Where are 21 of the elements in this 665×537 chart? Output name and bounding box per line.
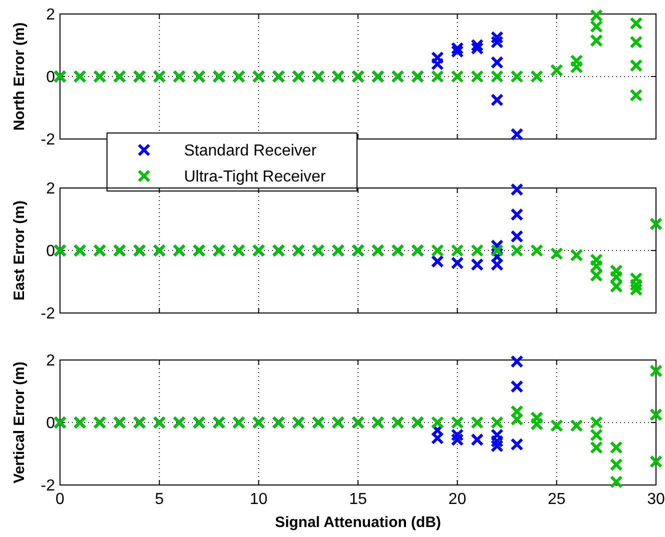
y-tick-label: 2 [46, 180, 56, 198]
y-tick-label: 2 [46, 6, 56, 24]
y-tick-label: -2 [40, 306, 56, 323]
legend-label: Ultra-Tight Receiver [184, 168, 326, 186]
y-tick-label: -2 [40, 478, 56, 495]
y-axis-title: East Error (m) [11, 200, 28, 301]
x-tick-label: 25 [548, 491, 566, 508]
x-tick-label: 20 [448, 491, 466, 508]
x-tick-label: 5 [154, 491, 164, 508]
legend-label: Standard Receiver [184, 142, 318, 160]
y-tick-label: 0 [46, 69, 56, 86]
x-tick-label: 10 [250, 491, 268, 508]
y-axis-title: Vertical Error (m) [11, 362, 28, 484]
x-tick-label: 15 [349, 491, 367, 508]
y-axis-title: North Error (m) [11, 22, 28, 131]
x-tick-label: 30 [647, 491, 665, 508]
x-axis-title: Signal Attenuation (dB) [274, 514, 442, 531]
y-tick-label: 2 [46, 352, 56, 370]
y-tick-label: -2 [40, 132, 56, 149]
y-tick-label: 0 [46, 415, 56, 432]
y-tick-label: 0 [46, 243, 56, 260]
